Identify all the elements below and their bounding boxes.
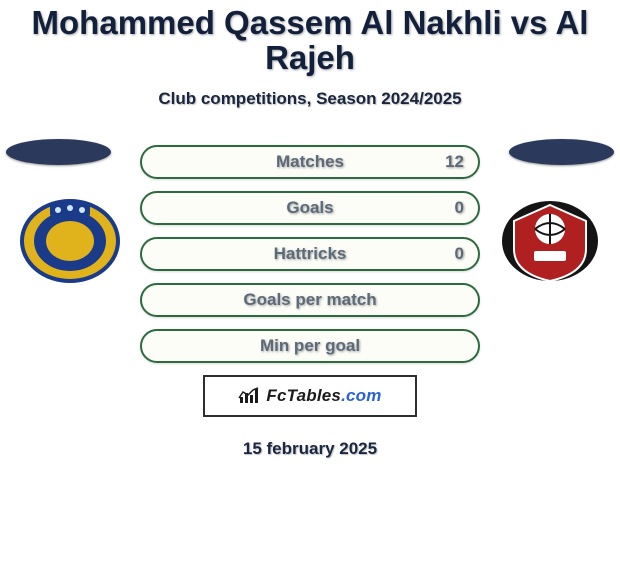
fctables-text: FcTables.com [266,386,381,406]
al-nassr-badge-icon [20,199,120,283]
bar-chart-icon [238,387,260,405]
stat-row-goals-per-match: Goals per match [140,283,480,317]
fctables-brand: FcTables [266,386,341,405]
club-logo-right [500,199,600,283]
stat-value-right: 0 [455,198,464,218]
stats-list: Matches 12 Goals 0 Hattricks 0 Goals per… [140,145,480,363]
stat-value-right: 0 [455,244,464,264]
page-subtitle: Club competitions, Season 2024/2025 [0,89,620,109]
stat-row-goals: Goals 0 [140,191,480,225]
footer-date: 15 february 2025 [0,439,620,459]
player-left-placeholder-ellipse [6,139,111,165]
stat-row-hattricks: Hattricks 0 [140,237,480,271]
stat-label: Goals per match [243,290,376,310]
stat-label: Matches [276,152,344,172]
stat-value-right: 12 [445,152,464,172]
stat-label: Hattricks [274,244,347,264]
club-logo-left [20,199,120,283]
fctables-watermark: FcTables.com [203,375,417,417]
comparison-body: Matches 12 Goals 0 Hattricks 0 Goals per… [0,145,620,459]
al-raed-badge-icon [500,199,600,283]
page-title: Mohammed Qassem Al Nakhli vs Al Rajeh [0,0,620,75]
stat-row-matches: Matches 12 [140,145,480,179]
fctables-dotcom: .com [341,386,381,405]
stat-row-min-per-goal: Min per goal [140,329,480,363]
stat-label: Goals [286,198,333,218]
player-right-placeholder-ellipse [509,139,614,165]
stat-label: Min per goal [260,336,360,356]
